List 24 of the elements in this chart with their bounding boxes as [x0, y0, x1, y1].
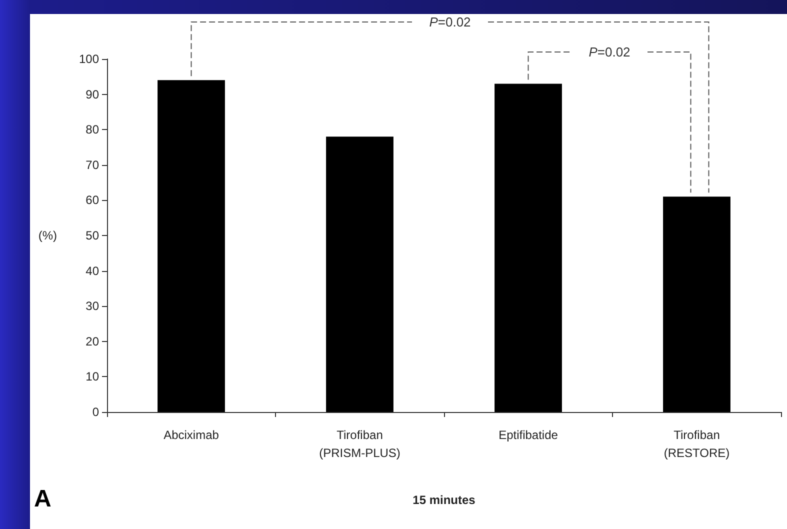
y-tick-label: 10: [86, 370, 100, 384]
y-tick-label: 0: [92, 405, 100, 419]
text: A: [34, 486, 52, 512]
bar: [158, 80, 225, 412]
y-tick-label: 90: [86, 87, 100, 102]
y-tick-label: 20: [86, 334, 100, 348]
y-tick-label: 30: [86, 299, 100, 314]
bar: [663, 196, 730, 412]
x-tick-label: Abciximab: [164, 428, 220, 442]
y-tick-label: 40: [86, 264, 100, 278]
annotation: P=0.02: [588, 44, 630, 60]
y-axis-title: (%): [38, 228, 57, 242]
y-tick-label: 100: [78, 52, 100, 66]
y-tick-label: 50: [86, 228, 100, 242]
text: P=0.02: [429, 14, 471, 30]
x-tick-label: Tirofiban (PRISM-PLUS): [319, 428, 400, 460]
y-tick-label: 70: [86, 158, 100, 172]
y-tick-label: 80: [86, 122, 100, 137]
x-tick-label: Eptifibatide: [498, 428, 558, 442]
bar: [326, 136, 394, 412]
y-tick-label: 60: [86, 193, 100, 208]
x-axis-title: 15 minutes: [412, 493, 476, 507]
x-tick-label: Tirofiban (RESTORE): [664, 428, 730, 460]
bar: [494, 84, 562, 412]
